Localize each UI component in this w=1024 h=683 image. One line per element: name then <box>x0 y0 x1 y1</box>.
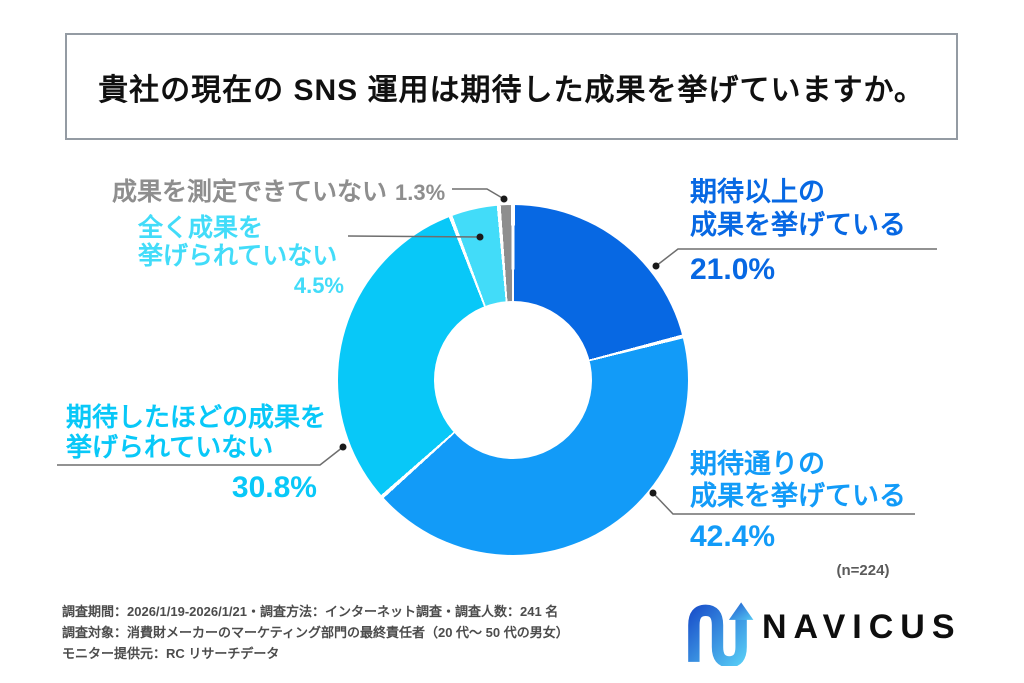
callout-no-results: 全く成果を 挙げられていない 4.5% <box>138 214 344 300</box>
callout-as-expected-percent: 42.4% <box>690 520 776 553</box>
footnote-line: 調査対象：消費財メーカーのマーケティング部門の最終責任者（20 代～ 50 代の… <box>62 625 569 640</box>
leader-line-notmeasured <box>452 188 505 200</box>
navicus-brand-text: NAVICUS <box>762 608 962 646</box>
sample-size-note: (n=224) <box>836 562 890 579</box>
callout-label: 成果を挙げている <box>690 481 906 511</box>
callout-percent: 1.3% <box>395 180 446 205</box>
callout-label: 期待通りの <box>690 449 825 479</box>
callout-below-expectations: 期待したほどの成果を 挙げられていない <box>66 402 326 462</box>
callout-as-expected: 期待通りの 成果を挙げている <box>690 448 906 512</box>
leader-dot <box>339 443 347 451</box>
footnote-line: 調査期間：2026/1/19-2026/1/21・調査方法：インターネット調査・… <box>62 604 559 619</box>
callout-label: 成果を挙げている <box>690 210 906 240</box>
survey-footnote: 調査期間：2026/1/19-2026/1/21・調査方法：インターネット調査・… <box>62 601 569 664</box>
callout-below-expectations-percent: 30.8% <box>231 471 317 504</box>
callout-label: 成果を測定できていない <box>112 178 388 206</box>
callout-label: 挙げられていない <box>66 432 274 462</box>
callout-above-expectations: 期待以上の 成果を挙げている <box>690 176 906 242</box>
callout-not-measured: 成果を測定できていない 1.3% <box>112 172 445 208</box>
navicus-logo: NAVICUS <box>686 598 966 668</box>
leader-dot <box>652 262 660 270</box>
callout-percent: 4.5% <box>293 273 344 298</box>
leader-dot <box>500 195 508 203</box>
donut-hole <box>434 301 592 459</box>
footnote-line: モニター提供元：RC リサーチデータ <box>62 646 280 661</box>
survey-question-title: 貴社の現在の SNS 運用は期待した成果を挙げていますか。 <box>98 73 925 107</box>
leader-dot <box>649 489 657 497</box>
callout-above-expectations-percent: 21.0% <box>690 253 776 286</box>
title-box: 貴社の現在の SNS 運用は期待した成果を挙げていますか。 <box>65 33 958 140</box>
callout-label: 期待したほどの成果を <box>66 402 327 432</box>
n-up-arrow-icon <box>688 602 754 666</box>
callout-label: 全く成果を <box>138 214 264 242</box>
callout-label: 期待以上の <box>690 177 825 207</box>
callout-label: 挙げられていない <box>138 242 338 270</box>
